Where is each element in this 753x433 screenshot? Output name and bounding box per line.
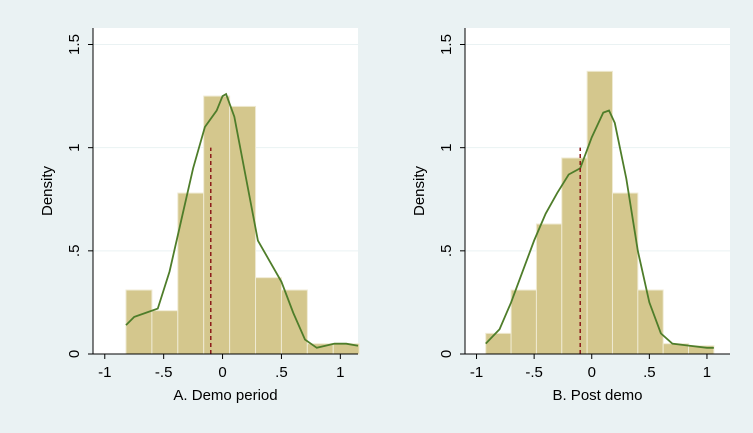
bar	[280, 289, 308, 355]
x-tick-label: 1	[703, 364, 711, 381]
y-tick-label: .5	[438, 245, 455, 258]
bar	[637, 289, 664, 355]
bar	[510, 289, 537, 355]
density-curve	[485, 109, 714, 349]
y-tick-label: 1.5	[438, 34, 455, 55]
y-tick-label: 1.5	[66, 34, 83, 55]
bar	[611, 192, 639, 355]
bar	[229, 105, 257, 355]
bar	[561, 157, 588, 355]
y-tick-label: .5	[66, 245, 83, 258]
x-tick-label: .5	[643, 364, 656, 381]
y-tick-label: 1	[66, 143, 83, 151]
y-axis-title: Density	[411, 165, 428, 216]
x-axis-title: B. Post demo	[552, 387, 642, 404]
y-tick-label: 0	[66, 350, 83, 358]
x-tick-label: -.5	[525, 364, 543, 381]
x-tick-label: 0	[588, 364, 596, 381]
density-curve	[125, 92, 359, 349]
x-tick-label: -1	[98, 364, 111, 381]
bar	[485, 332, 512, 355]
y-tick-label: 0	[438, 350, 455, 358]
bar	[255, 277, 282, 355]
bar	[586, 70, 613, 355]
y-tick-label: 1	[438, 143, 455, 151]
x-tick-label: -.5	[155, 364, 173, 381]
bar	[203, 95, 231, 355]
bar	[151, 310, 179, 355]
x-tick-label: -1	[470, 364, 483, 381]
x-tick-label: 1	[336, 364, 344, 381]
bar	[535, 223, 563, 355]
x-axis-title: A. Demo period	[173, 387, 277, 404]
y-axis-title: Density	[39, 165, 56, 216]
x-tick-label: 0	[218, 364, 226, 381]
x-tick-label: .5	[275, 364, 288, 381]
